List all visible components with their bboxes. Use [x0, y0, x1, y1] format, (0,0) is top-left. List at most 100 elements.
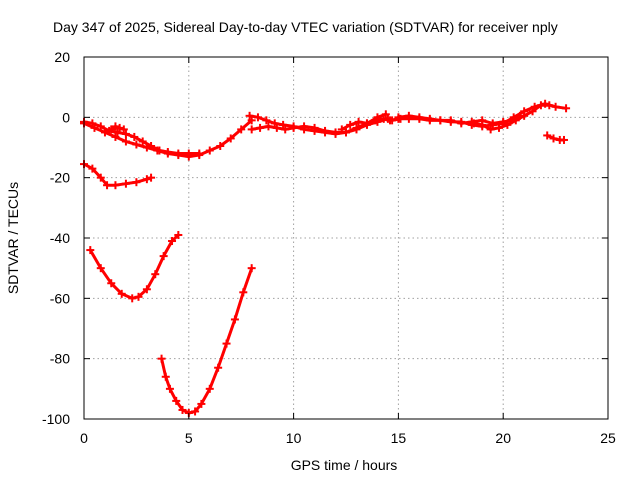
data-point: [222, 339, 231, 348]
data-point: [352, 123, 361, 132]
y-tick-label: -80: [50, 351, 70, 367]
data-point: [178, 405, 187, 414]
data-point: [247, 125, 256, 134]
data-point: [536, 101, 545, 110]
data-point: [478, 120, 487, 129]
data-point: [337, 125, 346, 134]
data-point: [151, 270, 160, 279]
series-line: [82, 162, 153, 187]
data-point: [121, 179, 130, 188]
series-track-l: [469, 101, 554, 134]
data-point: [168, 237, 177, 246]
data-point: [88, 164, 97, 173]
data-point: [130, 132, 139, 141]
data-point: [503, 120, 512, 129]
series-track-m: [543, 131, 568, 144]
data-point: [270, 119, 279, 128]
grid-lines: [84, 57, 608, 419]
data-point: [300, 125, 309, 134]
x-axis-label: GPS time / hours: [291, 457, 398, 473]
data-point: [119, 125, 128, 134]
data-point: [214, 363, 223, 372]
data-point: [132, 178, 141, 187]
data-point: [281, 125, 290, 134]
data-point: [371, 116, 380, 125]
series-line: [160, 266, 254, 415]
data-point: [174, 149, 183, 158]
data-series: [80, 99, 571, 417]
data-point: [549, 134, 558, 143]
data-point: [195, 149, 204, 158]
data-point: [386, 116, 395, 125]
data-point: [103, 181, 112, 190]
data-point: [239, 288, 248, 297]
data-point: [134, 292, 143, 301]
data-point: [321, 128, 330, 137]
data-point: [237, 125, 246, 134]
data-point: [404, 111, 413, 120]
data-point: [86, 246, 95, 255]
x-tick-label: 10: [286, 430, 302, 446]
data-point: [436, 116, 445, 125]
x-tick-label: 0: [80, 430, 88, 446]
data-point: [457, 119, 466, 128]
data-point: [379, 114, 388, 123]
data-point: [381, 110, 390, 119]
data-point: [191, 407, 200, 416]
x-tick-label: 25: [600, 430, 616, 446]
data-point: [331, 129, 340, 138]
data-point: [142, 175, 151, 184]
chart-title: Day 347 of 2025, Sidereal Day-to-day VTE…: [53, 19, 558, 35]
series-line: [472, 103, 551, 131]
data-point: [264, 122, 273, 131]
series-track-g: [247, 114, 392, 137]
data-point: [165, 384, 174, 393]
data-point: [446, 116, 455, 125]
data-point: [469, 119, 478, 128]
y-tick-label: 20: [54, 49, 70, 65]
data-point: [362, 119, 371, 128]
data-point: [488, 119, 497, 128]
data-point: [226, 134, 235, 143]
data-point: [107, 279, 116, 288]
data-point: [157, 354, 166, 363]
data-point: [247, 264, 256, 273]
data-point: [310, 126, 319, 135]
series-line: [88, 233, 180, 300]
series-track-f: [157, 264, 256, 417]
y-axis-label: SDTVAR / TECUs: [5, 182, 21, 294]
data-point: [342, 128, 350, 137]
data-point: [354, 117, 363, 126]
data-point: [245, 111, 254, 120]
data-point: [147, 141, 156, 150]
series-track-d: [80, 160, 156, 190]
data-point: [216, 141, 225, 150]
data-point: [543, 131, 552, 140]
x-tick-label: 20: [495, 430, 511, 446]
data-point: [96, 264, 105, 273]
data-point: [197, 399, 206, 408]
data-point: [111, 181, 120, 190]
data-point: [121, 137, 130, 146]
data-point: [174, 230, 183, 239]
data-point: [88, 119, 97, 128]
data-point: [159, 252, 168, 261]
data-point: [559, 135, 568, 144]
data-point: [205, 146, 214, 155]
data-point: [253, 113, 262, 122]
data-point: [394, 113, 403, 122]
data-point: [499, 117, 508, 126]
data-point: [172, 396, 181, 405]
series-track-c: [107, 122, 128, 134]
data-point: [147, 173, 156, 182]
data-point: [111, 132, 120, 141]
data-point: [115, 123, 124, 132]
data-point: [142, 285, 151, 294]
data-point: [121, 129, 130, 138]
series-track-e: [86, 230, 183, 303]
series-track-b: [80, 117, 204, 158]
data-point: [262, 116, 271, 125]
data-point: [132, 140, 141, 149]
data-point: [138, 137, 147, 146]
